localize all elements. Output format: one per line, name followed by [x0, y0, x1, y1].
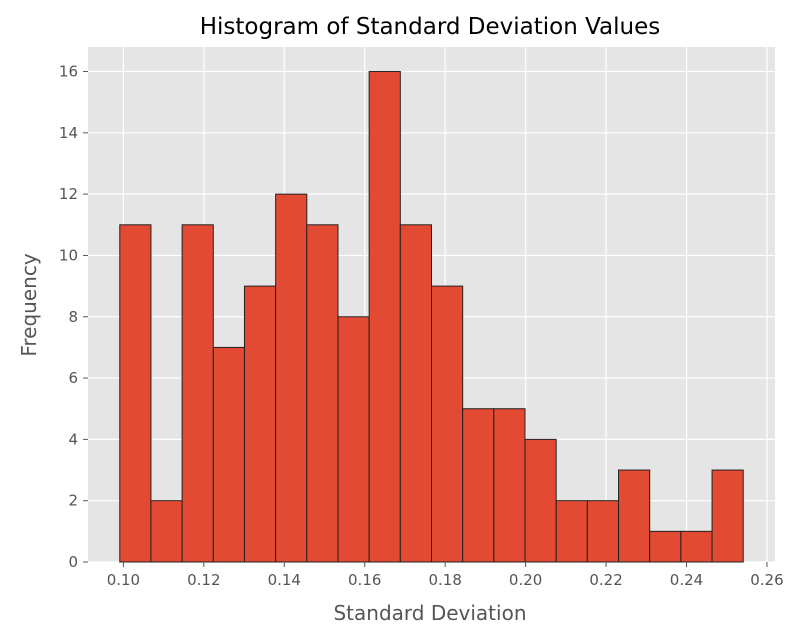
histogram-bar — [243, 285, 277, 563]
x-tick-label: 0.16 — [348, 571, 381, 589]
x-tick-label: 0.14 — [268, 571, 301, 589]
x-tick-label: 0.20 — [509, 571, 542, 589]
y-tick-label: 8 — [68, 308, 78, 326]
x-axis-label: Standard Deviation — [333, 601, 526, 625]
histogram-bar — [462, 408, 495, 563]
x-tick-label: 0.12 — [187, 571, 220, 589]
x-tick-label: 0.18 — [428, 571, 461, 589]
y-axis-label: Frequency — [17, 253, 41, 356]
histogram-bar — [649, 530, 682, 563]
histogram-bar — [368, 71, 401, 563]
x-tick-label: 0.10 — [107, 571, 140, 589]
histogram-bar — [399, 224, 432, 563]
histogram-bar — [275, 193, 308, 563]
y-tick-label: 2 — [68, 492, 78, 510]
histogram-bar — [524, 438, 557, 563]
y-tick-label: 14 — [59, 124, 78, 142]
histogram-bar — [618, 469, 651, 563]
x-tick-label: 0.24 — [670, 571, 703, 589]
x-axis-ticks: 0.10 0.12 0.14 0.16 0.18 0.20 0.22 0.24 0.26 — [107, 562, 784, 589]
histogram-bar — [711, 469, 744, 563]
histogram-bar — [119, 224, 152, 563]
histogram-bar — [306, 224, 339, 563]
y-tick-label: 0 — [68, 553, 78, 571]
bars-group — [119, 71, 744, 563]
histogram-bar — [555, 500, 588, 563]
y-tick-label: 6 — [68, 369, 78, 387]
histogram-bar — [680, 530, 713, 563]
histogram-bar — [181, 224, 214, 563]
chart-title: Histogram of Standard Deviation Values — [200, 14, 661, 40]
histogram-bar — [586, 500, 620, 563]
histogram-bar — [150, 500, 183, 563]
y-tick-label: 10 — [59, 246, 78, 264]
y-axis-ticks: 0 2 4 6 8 10 12 14 16 — [59, 63, 88, 571]
y-tick-label: 4 — [68, 430, 78, 448]
x-tick-label: 0.26 — [750, 571, 783, 589]
histogram-bar — [337, 316, 370, 563]
y-tick-label: 16 — [59, 63, 78, 81]
histogram-bar — [431, 285, 464, 563]
x-tick-label: 0.22 — [589, 571, 622, 589]
histogram-bar — [493, 408, 526, 563]
histogram-bar — [212, 346, 245, 563]
y-tick-label: 12 — [59, 185, 78, 203]
